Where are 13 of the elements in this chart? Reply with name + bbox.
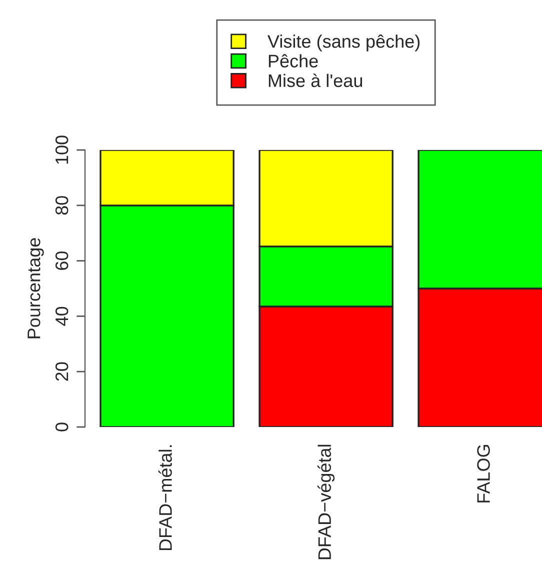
y-tick-label: 60 bbox=[55, 251, 68, 270]
y-tick-label: 40 bbox=[55, 306, 68, 326]
x-tick-label: DFAD−métal. bbox=[158, 445, 172, 550]
y-tick-label: 80 bbox=[55, 196, 68, 215]
y-tick-label: 100 bbox=[55, 136, 68, 164]
legend-label: Mise à l'eau bbox=[268, 74, 362, 88]
y-axis-title: Pourcentage bbox=[28, 238, 44, 338]
x-tick-label: DFAD−végétal bbox=[318, 444, 335, 560]
y-tick-label: 0 bbox=[55, 422, 68, 432]
y-tick-label: 20 bbox=[55, 362, 68, 381]
legend-label: Visite (sans pêche) bbox=[268, 34, 420, 52]
legend-label: Pêche bbox=[268, 54, 318, 68]
x-tick-label: FALOG bbox=[477, 445, 490, 502]
